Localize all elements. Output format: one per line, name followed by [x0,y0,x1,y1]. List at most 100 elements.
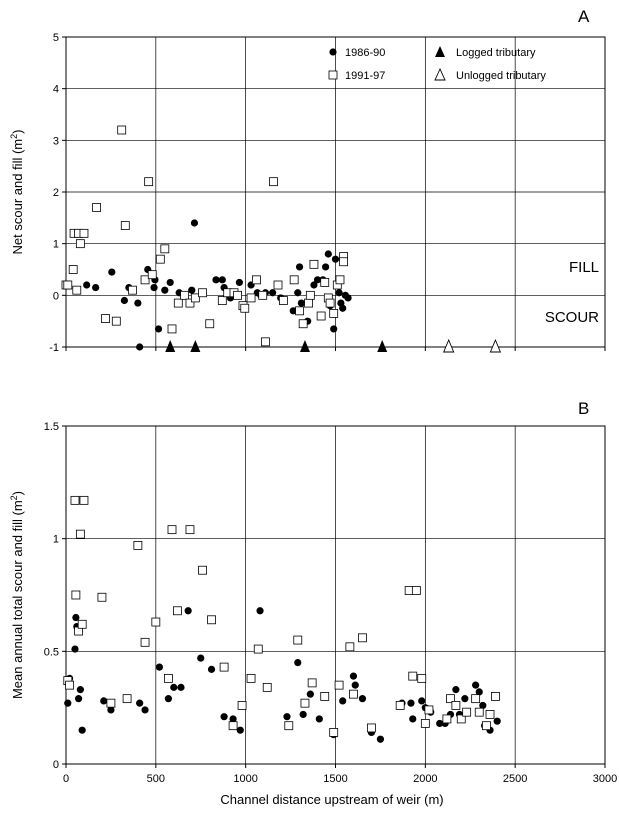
point-1991-97-27 [293,635,303,645]
point-1991-97-7 [79,228,89,238]
point-1986-90-18 [197,654,205,662]
point-1991-97-16 [172,606,182,616]
panel-a-annotation-fill: FILL [569,259,599,276]
point-1991-97-9 [101,314,110,323]
panel-b-series-1986-90 [64,607,501,743]
point-1991-97-48 [462,707,472,717]
point-1991-97-44 [309,259,319,269]
point-1986-90-3 [72,613,80,622]
point-1991-97-17 [185,525,195,535]
legend-marker-1986-90 [329,48,337,56]
point-1991-97-32 [246,293,256,303]
logged-tributary-marker-1 [190,340,201,352]
point-1991-97-23 [246,673,256,683]
point-1986-90-42 [436,719,444,728]
point-1991-97-50 [474,707,484,717]
legend-label-1991-97: 1991-97 [345,70,385,82]
point-1991-97-1 [65,680,74,690]
point-1986-90-35 [322,263,330,271]
point-1991-97-49 [329,309,339,318]
point-1986-90-21 [229,715,237,723]
logged-tributary-marker-3 [377,340,388,352]
point-1986-90-30 [297,299,305,307]
point-1986-90-6 [76,686,84,694]
point-1991-97-2 [70,495,80,505]
point-1991-97-1 [63,280,73,290]
panel-a-ytick-label-3: 2 [53,187,59,199]
point-1986-90-29 [295,263,304,271]
point-1986-90-11 [136,699,144,707]
point-1986-90-32 [310,281,318,289]
point-1991-97-4 [72,285,82,295]
point-1986-90-7 [78,726,86,734]
point-1991-97-14 [164,673,173,683]
point-1986-90-28 [315,715,323,723]
point-1991-97-34 [349,689,358,699]
point-1991-97-53 [491,692,500,701]
panel-b-ytick-label-2: 1 [53,534,59,546]
point-1986-90-33 [313,276,322,284]
point-1991-97-15 [144,177,154,187]
point-1986-90-38 [330,325,338,333]
panel-a-ytick-label-0: -1 [49,342,59,354]
point-1986-90-20 [235,278,243,287]
point-1986-90-28 [294,289,302,297]
panel-b-ytick-label-0: 0 [53,759,59,771]
point-1991-97-38 [278,296,288,305]
point-1991-97-32 [334,680,344,690]
point-1991-97-7 [79,495,89,505]
point-1986-90-23 [256,607,264,615]
point-1991-97-31 [240,303,250,313]
panel-a-annotation-scour: SCOUR [545,309,599,326]
panel-a-ytick-label-5: 4 [53,84,59,96]
point-1986-90-22 [236,726,244,734]
point-1986-90-2 [108,268,116,276]
panel-b-xtick-label-5: 2500 [503,773,527,785]
point-1991-97-17 [155,254,165,264]
point-1991-97-26 [284,721,294,731]
point-1991-97-6 [77,619,87,629]
point-1991-97-8 [92,203,101,212]
point-1991-97-36 [367,723,376,733]
point-1986-90-36 [324,250,332,258]
point-1986-90-39 [331,255,340,263]
point-1991-97-31 [329,728,339,737]
point-1991-97-41 [298,319,308,329]
point-1986-90-0 [64,699,72,707]
point-1991-97-10 [122,694,132,704]
logged-tributary-marker-0 [165,340,176,352]
point-1991-97-12 [120,221,130,230]
point-1991-97-25 [205,319,215,329]
point-1991-97-11 [117,125,127,135]
point-1991-97-13 [151,617,161,627]
legend-marker-1991-97 [328,70,338,80]
point-1991-97-21 [228,721,238,731]
point-1986-90-1 [92,283,100,292]
point-1991-97-2 [68,265,78,274]
point-1991-97-13 [128,285,137,295]
point-1986-90-42 [339,304,347,312]
point-1991-97-16 [147,270,157,280]
point-1991-97-35 [358,633,367,643]
legend-label-1986-90: 1986-90 [345,47,385,59]
point-1986-90-31 [349,672,358,680]
point-1991-97-26 [217,296,227,305]
point-1991-97-35 [261,337,270,347]
panel-b-xtick-label-6: 3000 [593,773,617,785]
unlogged-tributary-marker-0 [443,338,455,353]
point-1986-90-38 [409,715,417,723]
point-1991-97-45 [446,694,455,704]
point-1991-97-51 [482,721,491,731]
point-1991-97-53 [339,257,348,267]
point-1986-90-15 [170,683,178,691]
point-1986-90-16 [212,276,220,284]
point-1991-97-3 [71,590,81,600]
point-1986-90-14 [164,695,173,703]
point-1991-97-39 [289,275,299,285]
point-1991-97-20 [219,662,229,672]
point-1986-90-40 [335,289,343,297]
point-1986-90-25 [294,659,302,667]
point-1991-97-18 [160,244,170,254]
point-1991-97-14 [140,275,150,285]
point-1991-97-33 [345,642,355,652]
